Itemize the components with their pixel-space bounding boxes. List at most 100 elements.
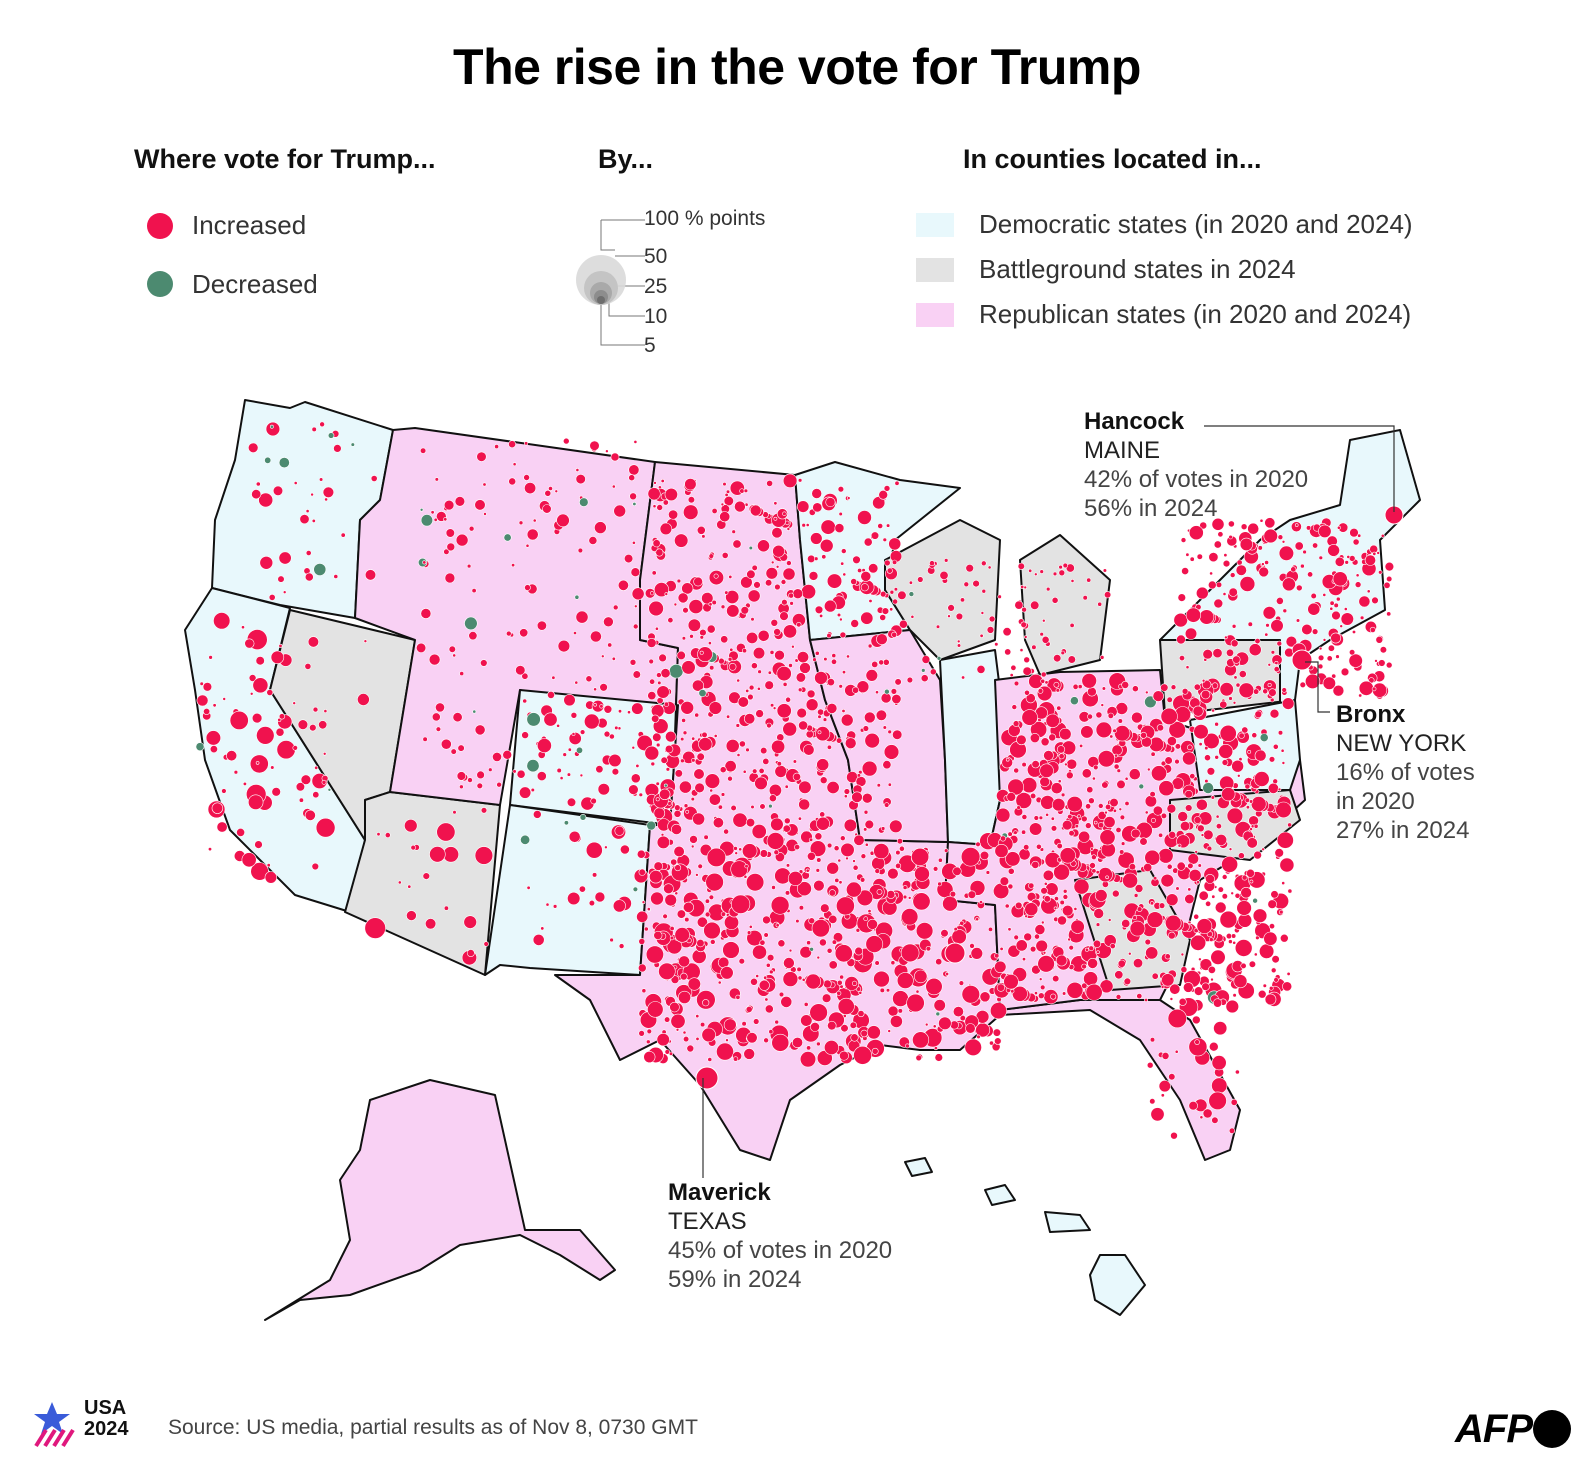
county-increase-dot <box>1235 682 1241 688</box>
county-increase-dot <box>515 665 526 676</box>
county-increase-dot <box>1109 797 1119 808</box>
county-increase-dot <box>773 501 778 506</box>
county-increase-dot <box>611 767 620 776</box>
county-increase-dot <box>704 773 721 789</box>
county-increase-dot <box>901 908 919 926</box>
county-increase-dot <box>827 1020 837 1031</box>
county-increase-dot <box>1021 957 1026 962</box>
county-increase-dot <box>1215 834 1228 846</box>
county-increase-dot <box>594 521 607 534</box>
county-increase-dot <box>628 784 639 795</box>
county-increase-dot <box>762 757 770 765</box>
county-increase-dot <box>867 918 878 930</box>
county-increase-dot <box>759 849 769 858</box>
county-increase-dot <box>304 809 316 821</box>
county-increase-dot <box>755 974 760 978</box>
county-increase-dot <box>595 765 604 774</box>
county-increase-dot <box>1152 805 1163 816</box>
county-increase-dot <box>1271 955 1280 964</box>
county-increase-dot <box>1205 900 1212 907</box>
county-increase-dot <box>333 574 339 579</box>
county-increase-dot <box>659 522 673 536</box>
county-increase-dot <box>1228 520 1235 528</box>
county-increase-dot <box>443 548 450 555</box>
county-increase-dot <box>691 758 696 763</box>
county-increase-dot <box>853 834 865 846</box>
county-increase-dot <box>727 775 733 782</box>
county-increase-dot <box>728 662 737 671</box>
county-increase-dot <box>860 571 872 582</box>
county-increase-dot <box>1005 851 1021 867</box>
county-increase-dot <box>764 1004 774 1014</box>
county-increase-dot <box>1096 950 1100 955</box>
county-increase-dot <box>551 675 556 680</box>
county-increase-dot <box>1248 960 1256 968</box>
legend-republican-label: Republican states (in 2020 and 2024) <box>979 299 1412 329</box>
county-increase-dot <box>658 788 671 800</box>
county-increase-dot <box>512 462 517 467</box>
county-increase-dot <box>670 975 680 984</box>
county-increase-dot <box>1177 811 1188 822</box>
county-increase-dot <box>579 729 586 735</box>
county-increase-dot <box>1087 686 1097 697</box>
county-increase-dot <box>1040 678 1046 684</box>
county-increase-dot <box>1201 679 1212 690</box>
county-increase-dot <box>628 474 636 482</box>
county-increase-dot <box>1136 993 1143 1000</box>
county-increase-dot <box>532 810 542 819</box>
county-increase-dot <box>1263 931 1278 946</box>
county-increase-dot <box>1060 792 1066 798</box>
county-increase-dot <box>1124 800 1130 806</box>
county-increase-dot <box>1239 576 1256 592</box>
county-increase-dot <box>221 788 227 794</box>
region-hawaii-3 <box>1044 1211 1091 1233</box>
county-increase-dot <box>1130 828 1141 839</box>
county-increase-dot <box>1267 682 1272 687</box>
county-increase-dot <box>1180 966 1188 973</box>
county-increase-dot <box>1038 815 1044 820</box>
county-increase-dot <box>1016 805 1021 810</box>
county-increase-dot <box>1134 884 1144 893</box>
logo-line1: USA <box>84 1397 127 1419</box>
county-increase-dot <box>1207 965 1216 974</box>
county-increase-dot <box>664 744 674 754</box>
county-increase-dot <box>508 477 517 486</box>
county-increase-dot <box>868 563 879 574</box>
county-increase-dot <box>276 740 296 760</box>
decrease-dot-icon <box>147 271 173 297</box>
county-increase-dot <box>663 1016 671 1023</box>
county-increase-dot <box>1364 554 1376 566</box>
county-increase-dot <box>1311 628 1319 635</box>
county-increase-dot <box>860 583 869 592</box>
county-increase-dot <box>695 1036 700 1041</box>
county-increase-dot <box>754 776 768 790</box>
county-increase-dot <box>814 650 820 656</box>
county-increase-dot <box>1198 957 1202 962</box>
county-increase-dot <box>1194 850 1198 854</box>
county-increase-dot <box>508 440 516 449</box>
county-increase-dot <box>1001 756 1014 769</box>
county-increase-dot <box>1383 581 1391 589</box>
highlighted-county-dot <box>1291 649 1313 671</box>
county-increase-dot <box>1322 638 1327 642</box>
county-increase-dot <box>759 939 766 946</box>
county-increase-dot <box>773 516 778 521</box>
county-increase-dot <box>879 987 885 994</box>
county-increase-dot <box>266 863 271 868</box>
county-increase-dot <box>653 481 657 485</box>
county-increase-dot <box>543 712 558 727</box>
county-increase-dot <box>798 780 812 794</box>
county-increase-dot <box>526 885 531 890</box>
hancock-line1: 42% of votes in 2020 <box>1084 466 1309 493</box>
county-increase-dot <box>333 444 342 453</box>
county-increase-dot <box>1022 666 1032 676</box>
county-increase-dot <box>1005 757 1010 762</box>
county-increase-dot <box>1232 993 1237 998</box>
county-increase-dot <box>1104 810 1108 815</box>
county-increase-dot <box>1251 732 1258 739</box>
county-increase-dot <box>1262 606 1277 620</box>
county-increase-dot <box>1145 946 1159 960</box>
county-increase-dot <box>979 900 983 905</box>
county-increase-dot <box>861 792 873 804</box>
county-increase-dot <box>1380 533 1385 538</box>
